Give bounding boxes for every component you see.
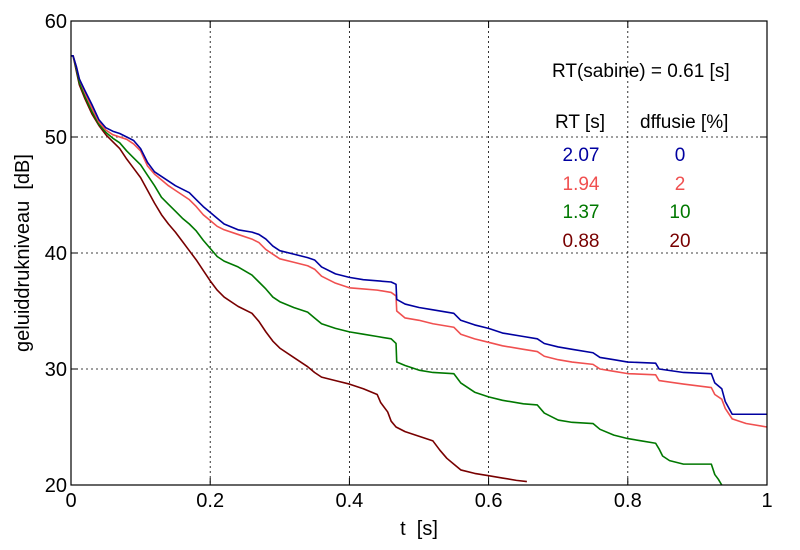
legend-diffusie-value: 2: [675, 174, 686, 195]
legend-rt-value: 1.94: [563, 174, 600, 195]
series-line-0: [71, 55, 767, 416]
tick-marks: [70, 20, 768, 486]
series-line-1: [71, 55, 768, 428]
y-tick-label: 60: [45, 11, 67, 33]
x-tick-label: 0: [65, 490, 76, 512]
series-line-3: [71, 55, 527, 483]
table-header-diffusie: dffusie [%]: [640, 112, 728, 133]
y-tick-label: 20: [45, 475, 67, 497]
table-header-rt: RT [s]: [555, 112, 605, 133]
x-tick-label: 0.2: [196, 490, 224, 512]
legend-rt-value: 2.07: [563, 145, 600, 166]
y-tick-label: 30: [45, 359, 67, 381]
legend-diffusie-value: 0: [675, 145, 686, 166]
legend-diffusie-value: 20: [669, 231, 690, 252]
series-lines: [71, 55, 768, 486]
x-tick-label: 0.4: [335, 490, 363, 512]
legend-rt-value: 1.37: [563, 202, 600, 223]
x-tick-label: 1: [761, 490, 772, 512]
legend-table: 2.07 0 1.94 2 1.37 10 0.88 20: [563, 145, 691, 252]
legend-rt-value: 0.88: [563, 231, 600, 252]
x-tick-labels: 0 0.2 0.4 0.6 0.8 1: [65, 490, 772, 512]
legend-diffusie-value: 10: [669, 202, 690, 223]
x-axis-title: t [s]: [400, 518, 438, 540]
series-line-2: [71, 55, 723, 486]
grid-lines: [71, 21, 767, 485]
x-tick-label: 0.6: [475, 490, 503, 512]
y-tick-labels: 20 30 40 50 60: [45, 11, 67, 497]
y-tick-label: 40: [45, 243, 67, 265]
sabine-annotation: RT(sabine) = 0.61 [s]: [552, 61, 730, 82]
x-tick-label: 0.8: [614, 490, 642, 512]
y-tick-label: 50: [45, 127, 67, 149]
y-axis-title: geluiddrukniveau [dB]: [12, 154, 34, 352]
